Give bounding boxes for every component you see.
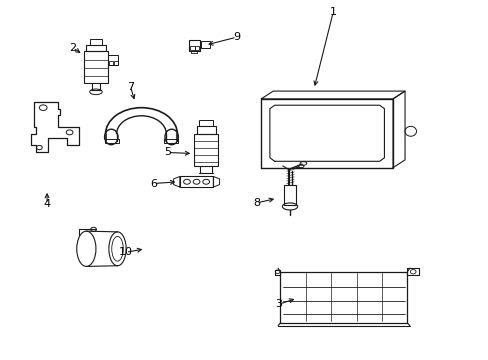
Bar	[195, 46, 199, 50]
Bar	[284, 185, 296, 205]
Text: 10: 10	[119, 247, 132, 257]
Text: 7: 7	[126, 81, 134, 91]
Bar	[84, 51, 108, 83]
Bar	[194, 134, 218, 166]
Bar	[180, 176, 213, 187]
Text: 2: 2	[69, 43, 76, 53]
Bar	[196, 126, 215, 134]
Text: 4: 4	[43, 199, 51, 209]
Text: 8: 8	[252, 198, 260, 208]
Bar	[199, 120, 213, 126]
Bar	[201, 41, 209, 48]
Bar	[104, 139, 119, 143]
Bar	[109, 61, 112, 65]
Text: 3: 3	[275, 299, 282, 309]
Bar	[89, 39, 102, 45]
Bar	[189, 40, 200, 50]
Bar	[113, 61, 117, 65]
Bar	[86, 45, 105, 51]
Text: 6: 6	[150, 179, 157, 189]
Bar	[163, 139, 178, 143]
Bar	[108, 55, 118, 66]
Text: 1: 1	[329, 8, 336, 17]
Text: 9: 9	[233, 32, 240, 42]
Bar	[190, 46, 195, 50]
Text: 5: 5	[164, 148, 171, 157]
